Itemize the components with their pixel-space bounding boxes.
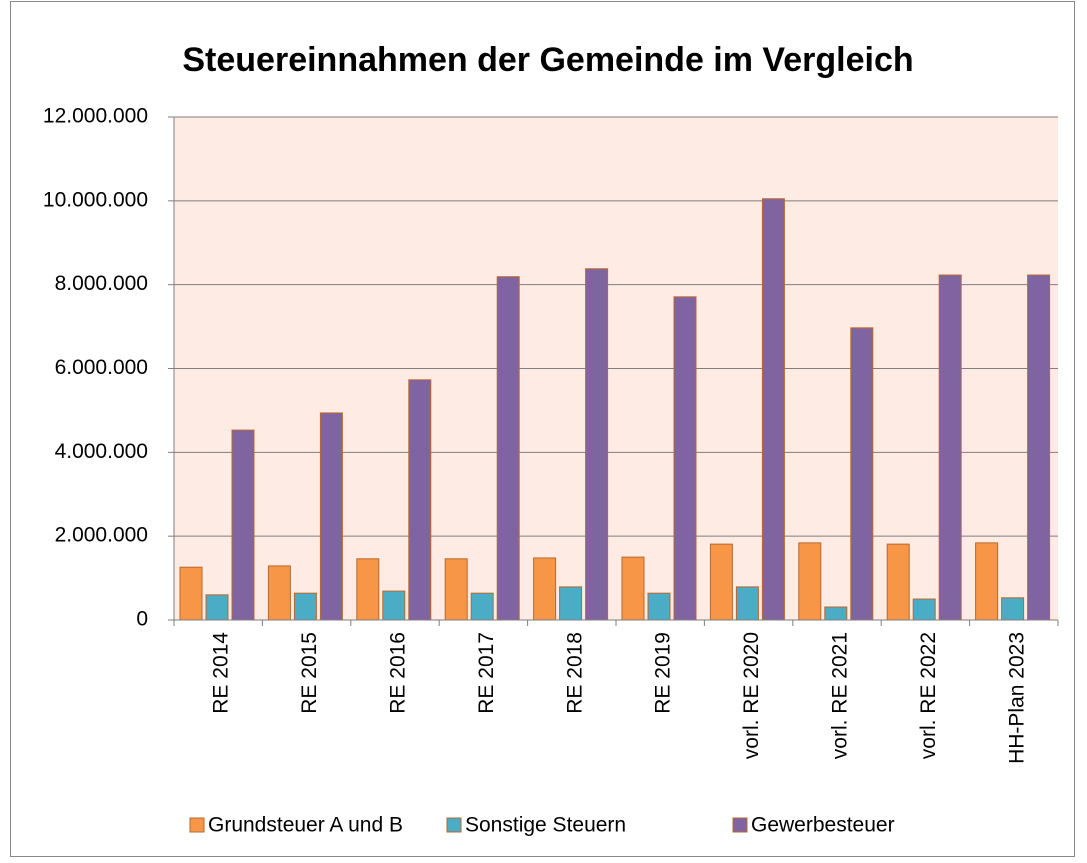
bar [205, 594, 229, 621]
y-tick-label: 8.000.000 [55, 272, 148, 295]
legend-swatch [446, 817, 462, 833]
bar [1027, 274, 1051, 621]
bar [647, 592, 671, 621]
bar [319, 412, 343, 621]
y-tick-label: 10.000.000 [43, 188, 148, 211]
x-tick-label: RE 2014 [210, 632, 233, 714]
bar [559, 586, 583, 621]
bar [1001, 597, 1025, 621]
y-tick-label: 2.000.000 [55, 524, 148, 547]
x-tick-label: vorl. RE 2020 [740, 632, 763, 759]
bar [408, 379, 432, 621]
bar [798, 542, 822, 621]
y-tick-label: 6.000.000 [55, 356, 148, 379]
bar [761, 198, 785, 621]
legend-label: Gewerbesteuer [751, 814, 895, 837]
bar [470, 592, 494, 621]
bar [267, 565, 291, 621]
bar [975, 542, 999, 621]
x-tick-label: RE 2017 [475, 632, 498, 714]
bar [824, 606, 848, 621]
bar [293, 592, 317, 621]
y-tick-label: 12.000.000 [43, 105, 148, 128]
legend-swatch [732, 817, 748, 833]
bar [179, 566, 203, 621]
x-tick-label: RE 2015 [298, 632, 321, 714]
bar [912, 598, 936, 621]
x-tick-label: RE 2018 [563, 632, 586, 714]
y-tick-label: 0 [136, 608, 148, 631]
bar [533, 557, 557, 621]
legend-label: Sonstige Steuern [465, 814, 626, 837]
x-tick-label: RE 2016 [387, 632, 410, 714]
chart-title: Steuereinnahmen der Gemeinde im Vergleic… [182, 41, 913, 79]
bar [356, 558, 380, 621]
bar [938, 274, 962, 621]
bar [496, 276, 520, 621]
bar [444, 558, 468, 621]
bar [382, 590, 406, 621]
x-tick-label: RE 2019 [652, 632, 675, 714]
bar [673, 296, 697, 621]
legend-label: Grundsteuer A und B [208, 814, 403, 837]
bar [886, 543, 910, 621]
bar [850, 327, 874, 621]
x-tick-label: vorl. RE 2022 [917, 632, 940, 759]
x-tick-label: vorl. RE 2021 [829, 632, 852, 759]
bar [709, 543, 733, 621]
bar [585, 268, 609, 621]
bar [735, 586, 759, 621]
y-tick-label: 4.000.000 [55, 440, 148, 463]
bar [621, 556, 645, 621]
legend-swatch [189, 817, 205, 833]
bar [231, 429, 255, 621]
x-tick-label: HH-Plan 2023 [1005, 632, 1028, 764]
